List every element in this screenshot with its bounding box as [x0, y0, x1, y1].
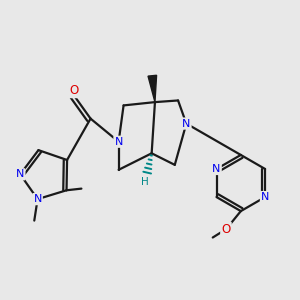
Text: N: N [114, 137, 123, 147]
Text: N: N [212, 164, 221, 174]
Polygon shape [148, 75, 157, 102]
Text: N: N [16, 169, 24, 179]
Text: N: N [261, 192, 269, 202]
Text: O: O [69, 84, 79, 97]
Text: O: O [221, 223, 231, 236]
Text: H: H [141, 177, 149, 187]
Text: N: N [182, 118, 190, 129]
Text: N: N [33, 194, 42, 204]
